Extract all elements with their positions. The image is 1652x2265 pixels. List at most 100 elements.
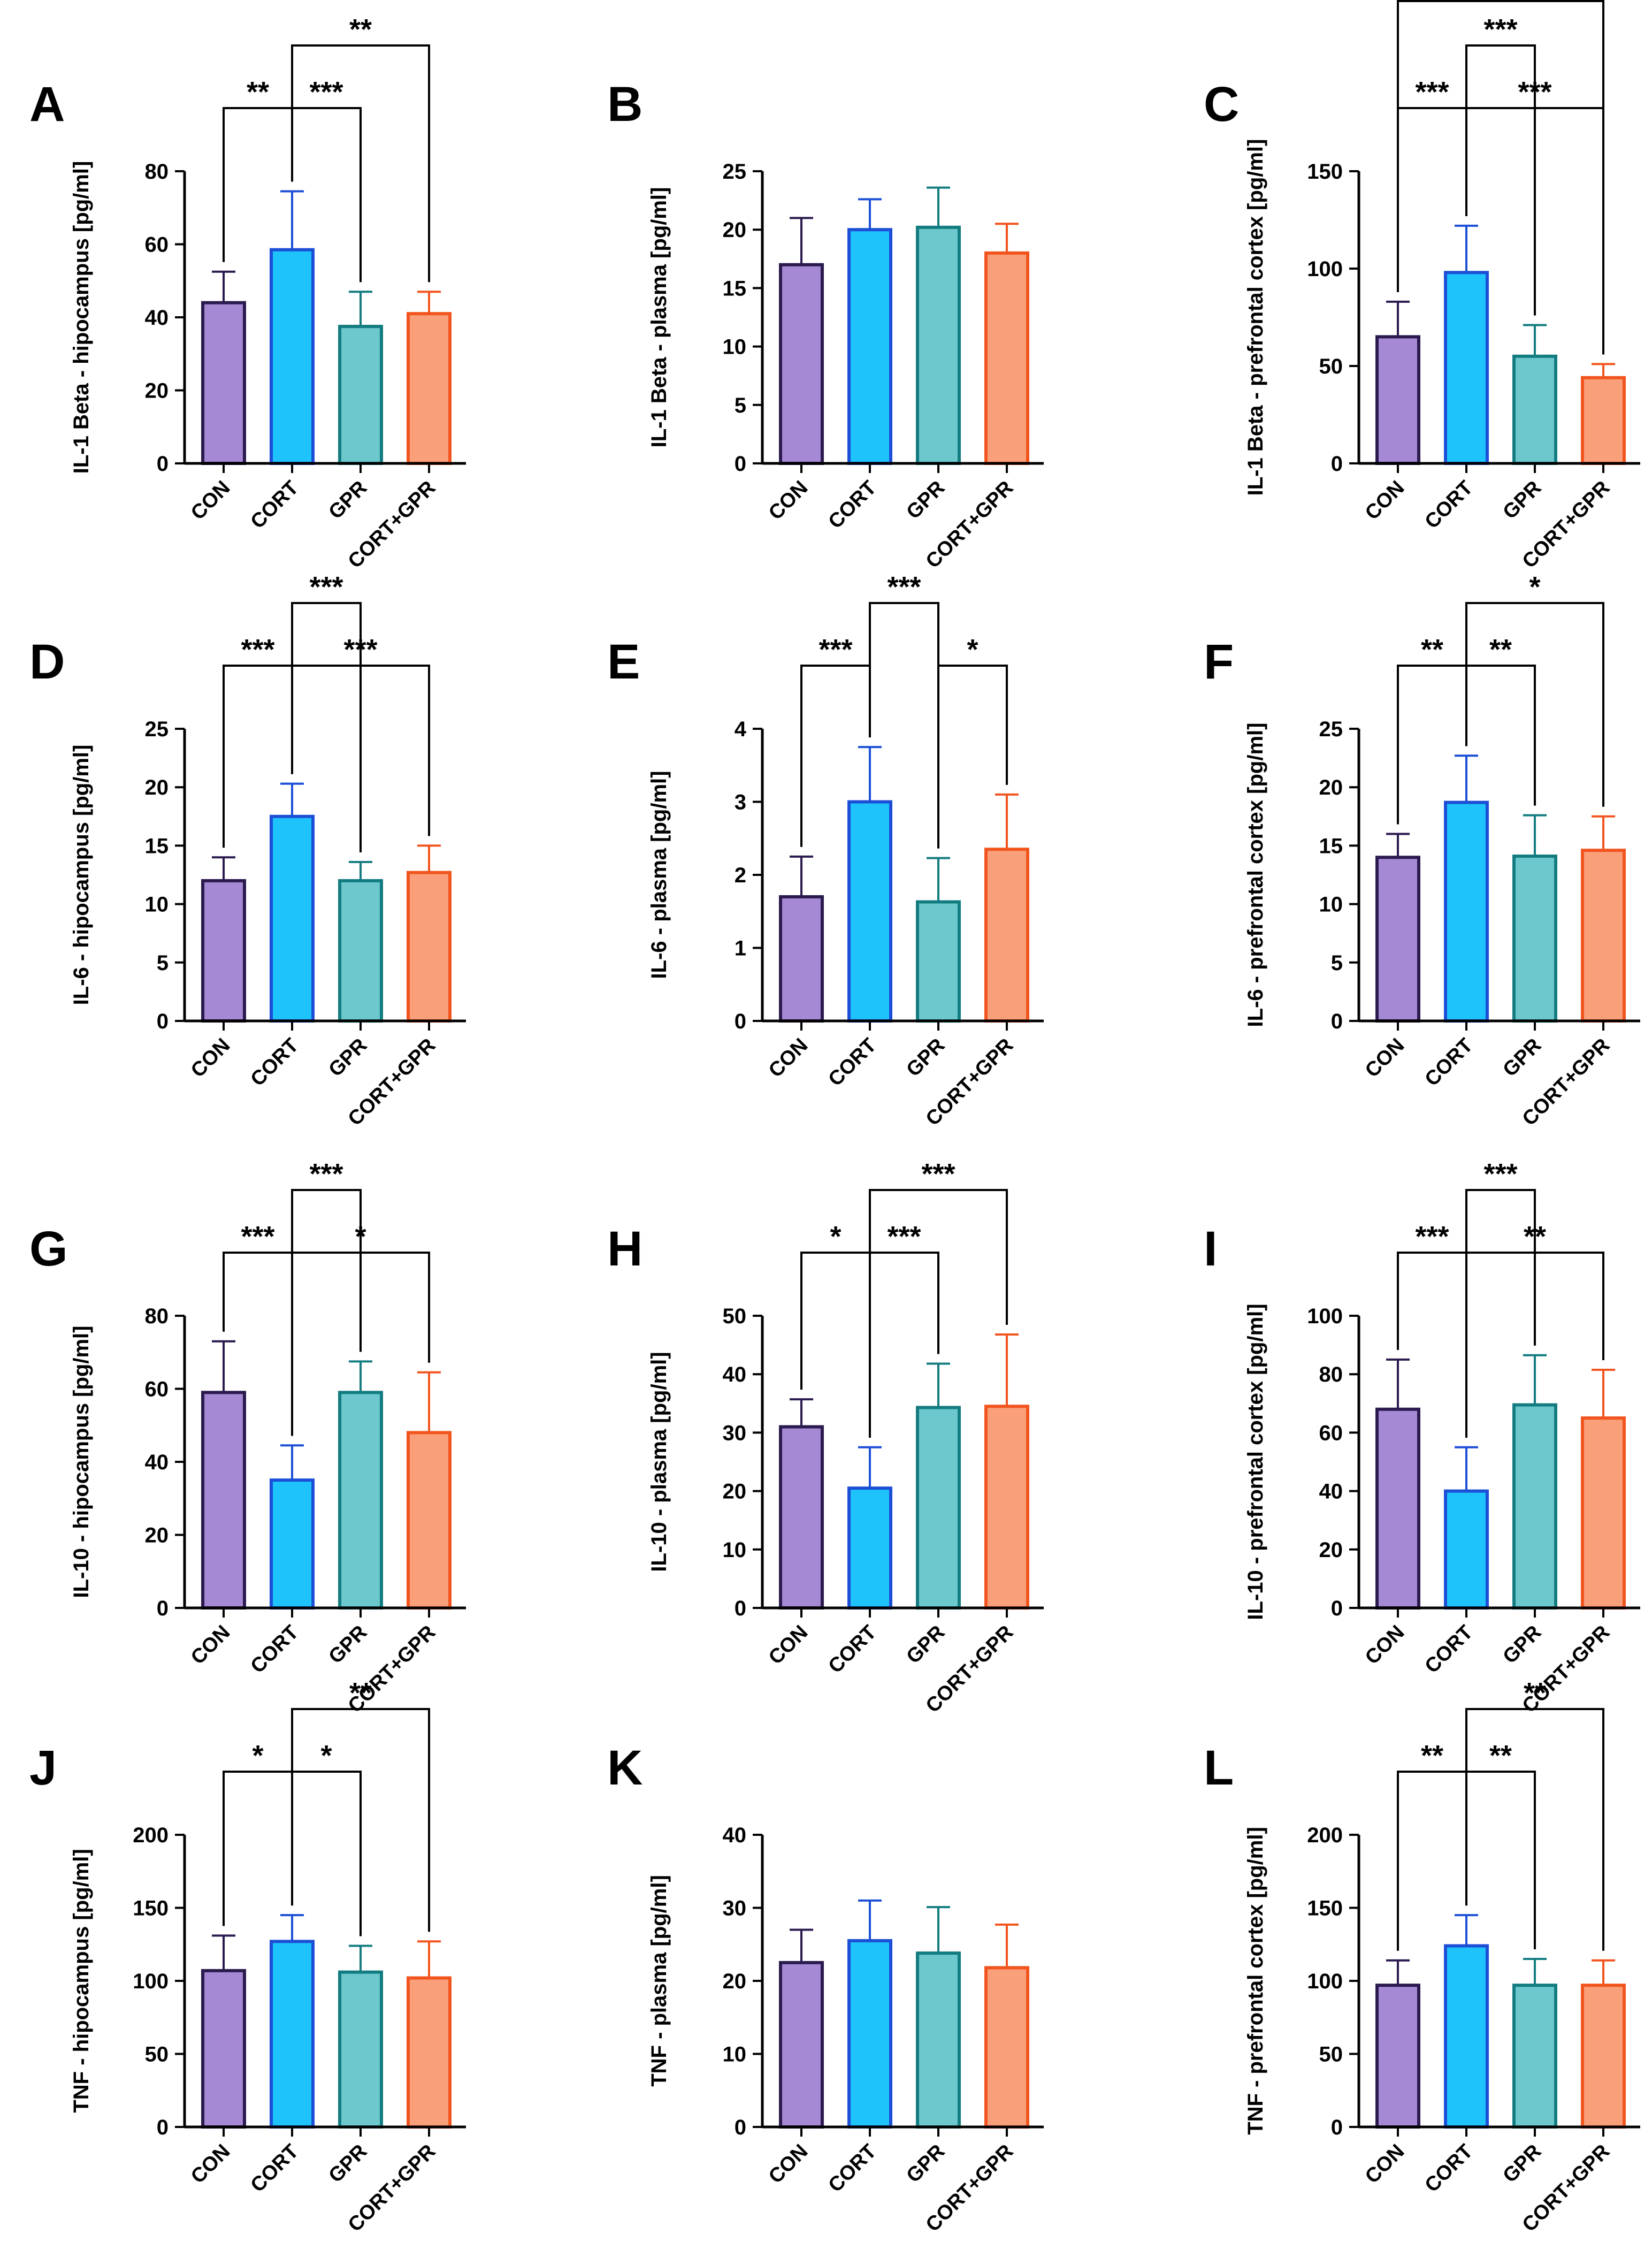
- y-tick-label: 100: [1307, 1970, 1343, 1993]
- y-axis-label: IL-10 - hipocampus [pg/ml]: [70, 1326, 93, 1598]
- bar: [847, 800, 892, 1023]
- bar: [847, 1486, 892, 1610]
- y-axis-label: IL-1 Beta - prefrontal cortex [pg/ml]: [1244, 139, 1267, 496]
- y-tick-label: 1: [735, 937, 746, 960]
- significance-bracket: [291, 1708, 430, 1932]
- y-tick-label: 25: [145, 718, 169, 741]
- x-tick-label: CORT: [824, 1621, 881, 1678]
- chart-panel-l: L TNF - prefrontal cortex [pg/ml] 0 50 100 15…: [1204, 1677, 1640, 2236]
- x-tick-label: CON: [187, 477, 234, 524]
- y-tick-label: 40: [1319, 1480, 1343, 1504]
- y-tick-label: 20: [145, 1524, 169, 1547]
- significance-label: ***: [241, 634, 274, 666]
- x-tick-label: CORT: [1421, 477, 1478, 533]
- bar: [407, 1976, 452, 2129]
- y-tick-label: 15: [1319, 834, 1343, 858]
- bar: [338, 1391, 383, 1610]
- significance-bracket: [1397, 665, 1467, 825]
- significance-label: *: [1495, 0, 1506, 1]
- bar: [1581, 1984, 1626, 2129]
- y-tick-label: 30: [723, 1421, 747, 1445]
- y-tick-label: 5: [157, 951, 169, 975]
- bar: [916, 1951, 961, 2129]
- chart-panel-g: G IL-10 - hipocampus [pg/ml] 0 20 40 60 80 CON C…: [29, 1158, 466, 1717]
- x-tick-label: GPR: [902, 1034, 949, 1081]
- bar: [984, 1966, 1029, 2129]
- significance-label: ***: [921, 1158, 955, 1190]
- y-axis-label: IL-10 - prefrontal cortex [pg/ml]: [1244, 1303, 1267, 1620]
- y-axis-label: IL-10 - plasma [pg/ml]: [647, 1352, 671, 1572]
- y-tick-label: 0: [157, 2116, 169, 2139]
- bar: [201, 879, 246, 1023]
- significance-bracket: [291, 1771, 362, 1936]
- chart-panel-a: A IL-1 Beta - hipocampus [pg/ml] 0 20 40 60 80…: [29, 13, 466, 573]
- significance-label: *: [967, 634, 978, 666]
- y-tick-label: 20: [145, 776, 169, 799]
- significance-bracket: [937, 665, 1008, 849]
- y-tick-label: 0: [1331, 2116, 1343, 2139]
- x-tick-label: CON: [764, 1621, 812, 1669]
- panel-label-j: J: [29, 1741, 57, 1795]
- y-axis-label: TNF - prefrontal cortex [pg/ml]: [1244, 1827, 1267, 2135]
- y-tick-label: 40: [145, 306, 169, 330]
- significance-label: **: [349, 13, 372, 45]
- significance-label: ***: [1483, 1158, 1517, 1190]
- significance-label: ***: [309, 571, 343, 603]
- x-tick-label: CON: [764, 477, 812, 524]
- y-tick-label: 50: [145, 2043, 169, 2066]
- y-tick-label: 5: [735, 394, 746, 417]
- bar: [1512, 855, 1557, 1023]
- y-axis-label: IL-6 - plasma [pg/ml]: [647, 771, 671, 979]
- y-tick-label: 20: [723, 1970, 747, 1993]
- y-tick-label: 0: [1331, 452, 1343, 476]
- x-tick-label: GPR: [902, 1621, 949, 1668]
- significance-label: ***: [1483, 13, 1517, 45]
- panel-label-e: E: [607, 635, 640, 689]
- significance-bracket: [1465, 665, 1536, 806]
- significance-bracket: [869, 1189, 1008, 1438]
- significance-bracket: [223, 107, 293, 262]
- y-axis-label: IL-1 Beta - plasma [pg/ml]: [647, 187, 671, 448]
- significance-label: ***: [1415, 76, 1449, 108]
- bar: [1444, 1944, 1489, 2129]
- significance-label: **: [1524, 1677, 1546, 1709]
- bar: [847, 1939, 892, 2129]
- y-tick-label: 15: [723, 277, 747, 300]
- y-tick-label: 30: [723, 1897, 747, 1920]
- y-tick-label: 0: [1331, 1010, 1343, 1033]
- y-tick-label: 80: [145, 1305, 169, 1328]
- x-tick-label: GPR: [1498, 1621, 1546, 1668]
- y-tick-label: 40: [723, 1363, 747, 1386]
- y-tick-label: 25: [1319, 718, 1343, 741]
- y-tick-label: 60: [145, 1378, 169, 1401]
- x-tick-label: CORT: [247, 1621, 303, 1678]
- x-tick-label: CON: [187, 1621, 234, 1669]
- significance-label: ***: [1415, 1221, 1449, 1253]
- bar: [779, 263, 824, 465]
- x-tick-label: CORT: [824, 477, 881, 533]
- significance-label: ***: [241, 1221, 274, 1253]
- panel-label-b: B: [607, 77, 643, 132]
- bar: [1512, 1984, 1557, 2129]
- y-tick-label: 150: [1307, 1897, 1343, 1920]
- x-tick-label: CON: [187, 2140, 234, 2188]
- y-tick-label: 2: [735, 864, 746, 887]
- x-tick-label: CON: [764, 2140, 812, 2188]
- panel-label-a: A: [29, 77, 65, 132]
- y-tick-label: 80: [145, 160, 169, 184]
- y-tick-label: 0: [735, 2116, 746, 2139]
- bar: [779, 1961, 824, 2129]
- y-tick-label: 100: [1307, 257, 1343, 281]
- bar: [1581, 849, 1626, 1023]
- significance-label: **: [1489, 634, 1512, 666]
- y-tick-label: 0: [735, 452, 746, 476]
- bar: [984, 251, 1029, 465]
- y-tick-label: 50: [723, 1305, 747, 1328]
- y-tick-label: 0: [157, 452, 169, 476]
- y-tick-label: 40: [145, 1451, 169, 1474]
- significance-label: ***: [887, 571, 921, 603]
- significance-bracket: [1397, 1771, 1467, 1951]
- y-axis-label: IL-1 Beta - hipocampus [pg/ml]: [70, 161, 93, 474]
- bar: [1444, 271, 1489, 465]
- x-tick-label: GPR: [902, 2140, 949, 2187]
